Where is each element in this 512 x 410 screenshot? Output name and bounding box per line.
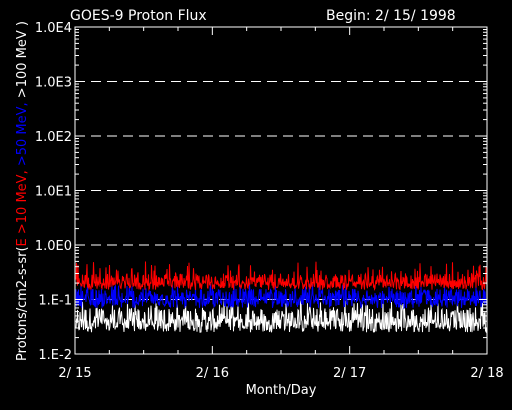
series-line xyxy=(75,283,487,310)
data-series xyxy=(75,261,487,334)
x-tick-label: 2/ 15 xyxy=(58,366,91,381)
y-axis-label-part: E >10 MeV, xyxy=(15,166,30,246)
y-axis-label-part: Protons/cm2-s-sr( xyxy=(15,246,30,361)
y-tick-label: 1.0E4 xyxy=(35,21,72,36)
y-tick-labels: 1.0E4 1.0E3 1.0E2 1.0E1 1.0E0 1.E-1 1.E-2 xyxy=(35,21,72,363)
plot-frame xyxy=(74,26,488,355)
begin-date: Begin: 2/ 15/ 1998 xyxy=(326,8,456,24)
y-tick-label: 1.0E0 xyxy=(35,239,72,254)
y-tick-label: 1.0E3 xyxy=(35,76,72,91)
x-tick-label: 2/ 17 xyxy=(333,366,366,381)
chart-title: GOES-9 Proton Flux xyxy=(70,8,207,24)
y-axis-label-part: >50 MeV, xyxy=(15,98,30,166)
x-axis-label: Month/Day xyxy=(246,383,317,398)
y-tick-label: 1.0E1 xyxy=(35,185,72,200)
y-axis-label-part: >100 MeV ) xyxy=(15,21,30,98)
series-line xyxy=(75,261,487,292)
x-tick-label: 2/ 16 xyxy=(196,366,229,381)
y-axis-label: Protons/cm2-s-sr(E >10 MeV, >50 MeV, >10… xyxy=(15,21,30,361)
y-tick-label: 1.0E2 xyxy=(35,130,72,145)
x-tick-labels: 2/ 15 2/ 16 2/ 17 2/ 18 xyxy=(58,366,503,381)
y-tick-label: 1.E-1 xyxy=(38,294,72,309)
series-line xyxy=(75,300,487,334)
x-tick-label: 2/ 18 xyxy=(470,366,503,381)
y-tick-label: 1.E-2 xyxy=(38,348,72,363)
